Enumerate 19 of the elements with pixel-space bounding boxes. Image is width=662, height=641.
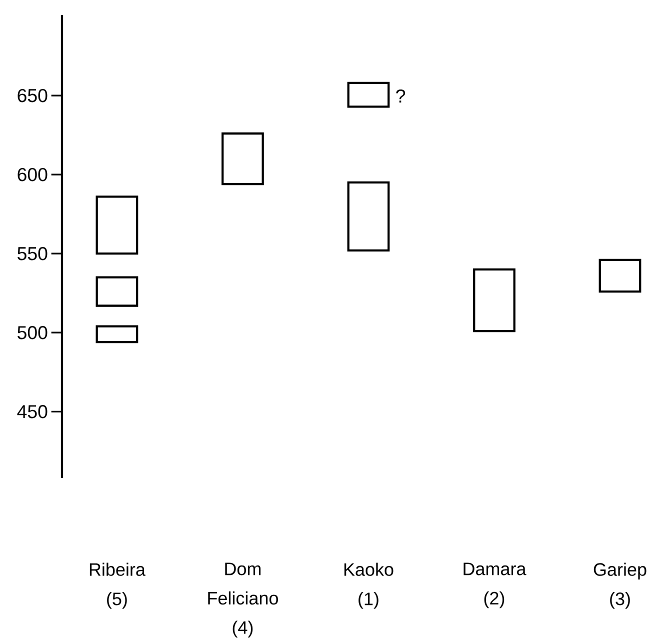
bar <box>222 132 264 186</box>
annotation: ? <box>396 89 406 103</box>
bar <box>347 82 390 108</box>
bar <box>96 325 138 344</box>
bar <box>96 276 138 307</box>
bar <box>347 181 390 252</box>
x-tick-label: Kaoko (1) <box>344 562 394 609</box>
bar <box>598 258 642 293</box>
y-tick-label: 450 <box>17 404 48 418</box>
x-tick-label: Ribeira (5) <box>90 562 146 609</box>
x-tick-label: Damara (2) <box>464 562 526 608</box>
y-tick-label: 600 <box>18 168 48 182</box>
x-tick-label: Dom Feliciano (4) <box>208 562 278 638</box>
y-tick-label: 650 <box>18 88 48 102</box>
y-tick-label: 550 <box>18 246 48 260</box>
x-tick-label: Gariep (3) <box>594 562 646 609</box>
bar <box>473 268 516 332</box>
bar <box>96 196 138 255</box>
y-tick-label: 500 <box>18 326 48 340</box>
